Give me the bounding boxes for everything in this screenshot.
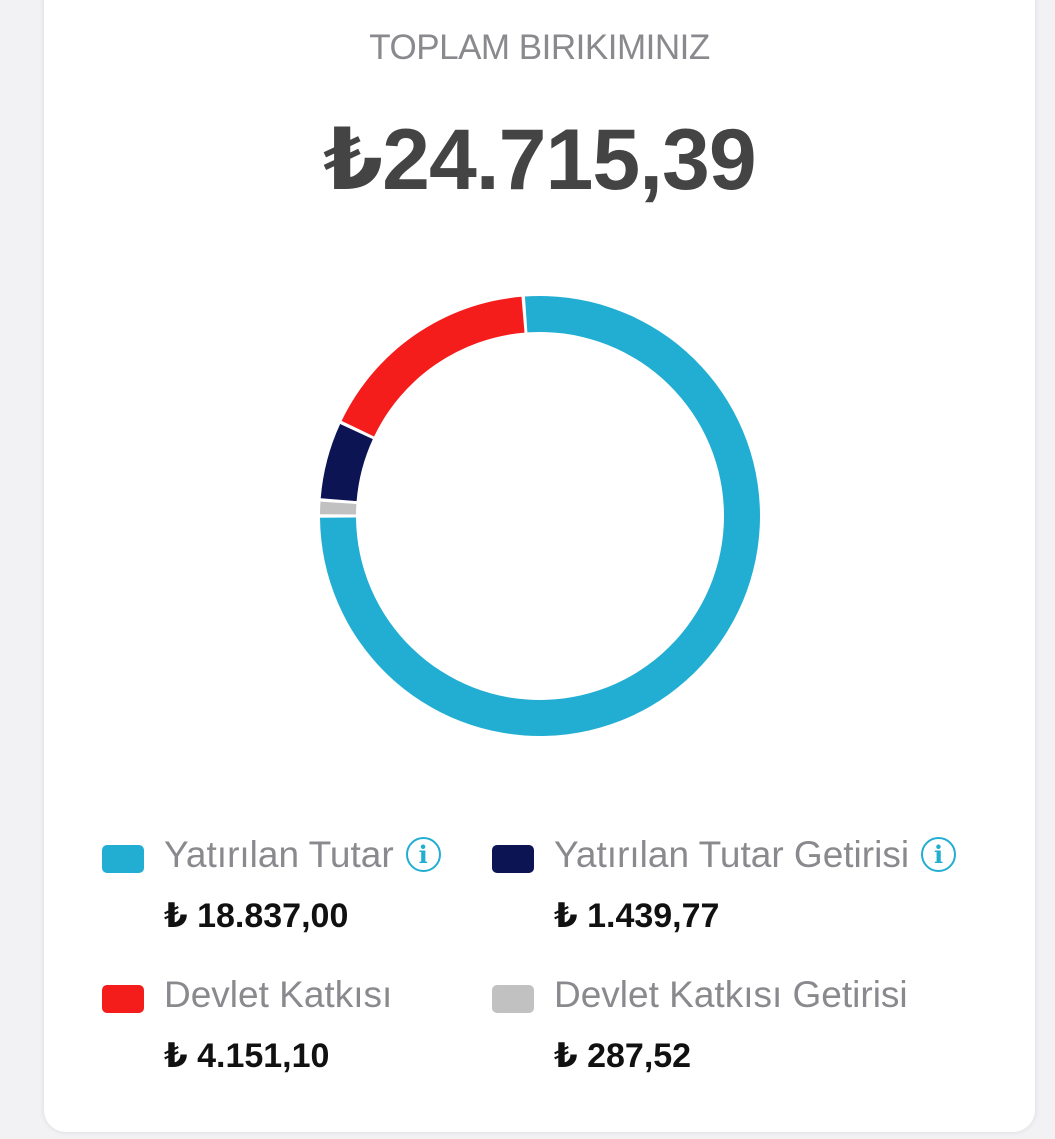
legend-value-yatirilan-tutar: ₺ 18.837,00 <box>164 897 349 935</box>
legend-value-yatirilan-tutar-getirisi: ₺ 1.439,77 <box>554 897 720 935</box>
legend-swatch-devlet-katkisi-getirisi <box>492 985 534 1013</box>
donut-slice-devlet-katkisi-getirisi <box>320 501 357 515</box>
donut-slice-yatirilan-tutar-getirisi <box>320 424 373 502</box>
donut-slice-devlet-katkisi <box>341 296 525 437</box>
legend-label-yatirilan-tutar: Yatırılan Tutar <box>164 834 394 875</box>
legend-label-yatirilan-tutar-getirisi: Yatırılan Tutar Getirisi <box>554 834 910 875</box>
donut-chart <box>320 296 760 736</box>
legend-value-devlet-katkisi-getirisi: ₺ 287,52 <box>554 1037 692 1075</box>
savings-card <box>44 0 1035 1132</box>
legend-label-devlet-katkisi: Devlet Katkısı <box>164 974 393 1015</box>
legend-swatch-yatirilan-tutar-getirisi <box>492 845 534 873</box>
info-icon[interactable]: i <box>921 837 957 872</box>
legend-swatch-yatirilan-tutar <box>102 845 144 873</box>
info-icon[interactable]: i <box>405 837 441 872</box>
legend-swatch-devlet-katkisi <box>102 985 144 1013</box>
legend-value-devlet-katkisi: ₺ 4.151,10 <box>164 1037 330 1075</box>
legend-label-devlet-katkisi-getirisi: Devlet Katkısı Getirisi <box>554 974 908 1015</box>
total-amount: ₺24.715,39 <box>323 112 756 208</box>
summary-title: TOPLAM BIRIKIMINIZ <box>369 28 710 67</box>
